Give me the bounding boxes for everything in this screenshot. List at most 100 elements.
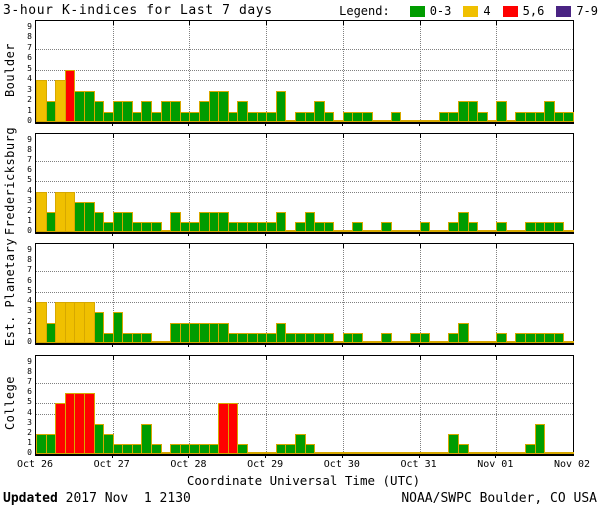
k-bar bbox=[391, 452, 401, 454]
k-bar bbox=[352, 452, 363, 454]
k-bar bbox=[544, 452, 555, 454]
day-tick-bottom bbox=[265, 123, 267, 126]
k-bar bbox=[161, 452, 171, 454]
k-bar bbox=[372, 230, 382, 232]
k-bar bbox=[94, 101, 104, 122]
gridline-day bbox=[266, 21, 268, 122]
day-tick-top bbox=[342, 21, 344, 25]
day-tick-top bbox=[419, 21, 421, 25]
y-tick-label: 4 bbox=[27, 296, 32, 306]
panel-boulder bbox=[35, 20, 574, 124]
gridline-day bbox=[496, 134, 498, 232]
k-bar bbox=[352, 222, 363, 232]
day-tick-bottom bbox=[188, 123, 190, 126]
y-tick-label: 3 bbox=[27, 306, 32, 316]
day-tick-top bbox=[496, 134, 498, 138]
k-bar bbox=[563, 112, 574, 122]
gridline-day bbox=[112, 134, 114, 232]
gridline-day bbox=[419, 134, 421, 232]
k-bar bbox=[535, 424, 545, 454]
day-tick-bottom bbox=[265, 455, 267, 458]
y-tick-label: 8 bbox=[27, 255, 32, 265]
k-bar bbox=[391, 230, 401, 232]
k-bar bbox=[468, 341, 478, 343]
x-tick-label: Nov 02 bbox=[553, 459, 591, 470]
k-bar bbox=[324, 222, 334, 232]
gridline-day bbox=[496, 244, 498, 343]
y-tick-label: 0 bbox=[27, 226, 32, 235]
k-bar bbox=[381, 222, 392, 232]
k-bar bbox=[477, 230, 488, 232]
k-bar bbox=[429, 341, 440, 343]
k-bar bbox=[410, 120, 421, 122]
day-tick-top bbox=[496, 244, 498, 248]
k-bar bbox=[151, 444, 162, 454]
k-bar bbox=[324, 112, 334, 122]
gridline-k5 bbox=[36, 403, 573, 405]
k-bar bbox=[429, 230, 440, 232]
gridline-day bbox=[342, 134, 344, 232]
station-label-est-planetary: Est. Planetary bbox=[3, 237, 17, 346]
k-bar bbox=[333, 452, 344, 454]
legend-swatch-icon bbox=[556, 5, 572, 17]
k-bar bbox=[333, 230, 344, 232]
gridline-day bbox=[112, 21, 114, 122]
station-label-boulder: Boulder bbox=[3, 42, 17, 97]
k-bar bbox=[563, 341, 574, 343]
k-bar bbox=[113, 312, 123, 343]
source-text: NOAA/SWPC Boulder, CO USA bbox=[401, 491, 597, 506]
k-bar bbox=[362, 452, 373, 454]
day-tick-bottom bbox=[265, 233, 267, 236]
k-bar bbox=[496, 222, 507, 232]
k-bar bbox=[496, 333, 507, 343]
k-bar bbox=[410, 230, 421, 232]
day-tick-top bbox=[342, 244, 344, 248]
k-bar bbox=[141, 424, 152, 454]
k-bar bbox=[515, 230, 526, 232]
y-tick-label: 0 bbox=[27, 116, 32, 125]
k-bar bbox=[506, 230, 516, 232]
legend: Legend: 0-3 4 5,6 7-9 bbox=[339, 4, 598, 18]
k-bar bbox=[458, 323, 469, 343]
day-tick-top bbox=[419, 356, 421, 360]
k-bar bbox=[400, 120, 411, 122]
k-bar bbox=[237, 444, 248, 454]
day-tick-bottom bbox=[495, 344, 497, 347]
day-tick-top bbox=[189, 356, 191, 360]
updated-text: Updated 2017 Nov 1 2130 bbox=[3, 491, 191, 506]
k-bar bbox=[276, 91, 286, 122]
day-tick-top bbox=[419, 244, 421, 248]
k-bar bbox=[496, 452, 507, 454]
y-tick-label: 8 bbox=[27, 145, 32, 155]
day-tick-bottom bbox=[111, 233, 113, 236]
k-bar bbox=[496, 101, 507, 122]
legend-swatch-icon bbox=[502, 5, 518, 17]
station-label-fredericksburg: Fredericksburg bbox=[3, 126, 17, 236]
gridline-k5 bbox=[36, 291, 573, 293]
k-bar bbox=[391, 112, 401, 122]
k-bar bbox=[324, 333, 334, 343]
day-tick-top bbox=[266, 21, 268, 25]
k-bar bbox=[468, 452, 478, 454]
y-tick-label: 4 bbox=[27, 185, 32, 195]
gridline-day bbox=[342, 244, 344, 343]
legend-item-5-6: 5,6 bbox=[502, 4, 544, 18]
y-tick-label: 5 bbox=[27, 175, 32, 185]
day-tick-bottom bbox=[495, 123, 497, 126]
k-bar bbox=[410, 452, 421, 454]
y-tick-label: 9 bbox=[27, 357, 32, 366]
gridline-k5 bbox=[36, 181, 573, 183]
gridline-day bbox=[189, 244, 191, 343]
y-tick-label: 2 bbox=[27, 205, 32, 215]
k-bar bbox=[400, 452, 411, 454]
y-tick-label: 6 bbox=[27, 275, 32, 285]
k-bar bbox=[151, 341, 162, 343]
gridline-day bbox=[419, 244, 421, 343]
day-tick-top bbox=[419, 134, 421, 138]
updated-value: 2017 Nov 1 2130 bbox=[57, 491, 191, 506]
k-bar bbox=[151, 222, 162, 232]
day-tick-top bbox=[112, 134, 114, 138]
y-tick-label: 2 bbox=[27, 427, 32, 437]
day-tick-bottom bbox=[265, 344, 267, 347]
k-bar bbox=[554, 333, 564, 343]
